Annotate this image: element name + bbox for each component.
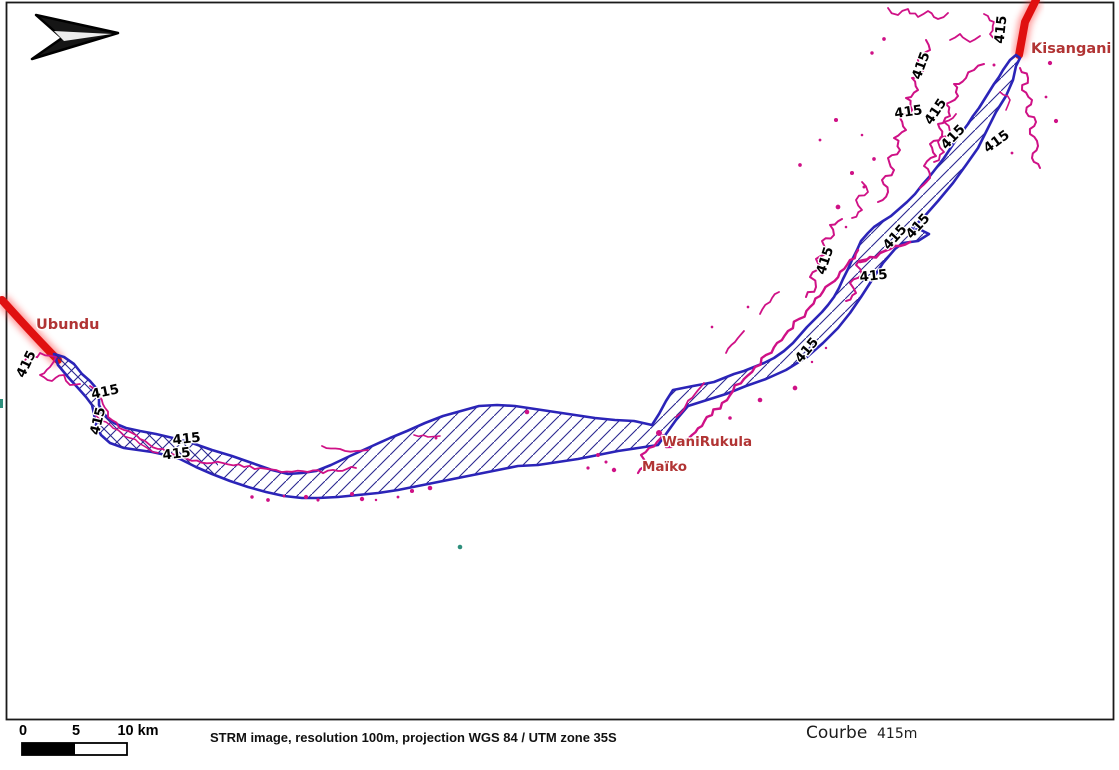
contour-line xyxy=(949,33,981,43)
legend-courbe-label: Courbe xyxy=(806,723,867,743)
contour-dot xyxy=(746,305,750,309)
contour-dot xyxy=(611,467,617,473)
city-label-kisangani: Kisangani xyxy=(1031,41,1111,57)
city-label-wanirukula: WaniRukula xyxy=(662,434,752,450)
contour-dot xyxy=(1010,151,1014,155)
road-line xyxy=(1015,0,1040,59)
contour-dot xyxy=(349,491,355,497)
north-arrow-notch xyxy=(54,31,112,41)
contour-line xyxy=(933,113,957,163)
contour-label: 415 xyxy=(859,267,889,286)
contour-label: 415 xyxy=(893,102,923,122)
contour-dot xyxy=(427,485,433,491)
contour-line xyxy=(413,434,441,438)
contour-dot xyxy=(870,51,874,55)
contour-dot xyxy=(316,498,320,502)
contour-dot xyxy=(728,416,732,420)
contour-dot xyxy=(359,496,365,502)
contour-line xyxy=(983,13,1001,43)
map-frame xyxy=(5,1,1115,721)
contour-line xyxy=(759,291,780,315)
contour-dot xyxy=(434,436,438,440)
contour-line xyxy=(851,181,869,219)
contour-lines-layer xyxy=(23,7,1059,502)
contour-dot xyxy=(710,325,714,329)
contour-line xyxy=(1019,67,1041,169)
contour-label: 415 xyxy=(162,445,192,464)
contour-dot xyxy=(872,157,876,161)
north-arrow-icon xyxy=(30,13,120,61)
contour-line xyxy=(89,385,357,475)
contour-dot xyxy=(849,170,855,176)
contour-dot xyxy=(818,138,822,142)
contour-dot xyxy=(862,185,866,189)
scale-tick-10km: 10 km xyxy=(117,723,158,739)
contour-label: 415 xyxy=(992,15,1011,45)
road-kisangani xyxy=(1012,0,1042,59)
contour-line xyxy=(636,433,665,475)
contour-dot xyxy=(524,409,530,415)
contour-dot xyxy=(810,360,814,364)
contour-dot xyxy=(396,495,400,499)
contour-dot xyxy=(586,466,590,470)
contour-dot xyxy=(656,430,662,436)
contour-dot xyxy=(1047,60,1053,66)
contour-dot xyxy=(844,225,848,229)
scale-bar-filled-segment xyxy=(22,743,75,755)
city-label-ubundu: Ubundu xyxy=(36,317,100,333)
contour-dot xyxy=(303,494,309,500)
contour-label: 415 xyxy=(172,430,202,449)
contour-dot xyxy=(604,460,608,464)
contour-dot xyxy=(1053,118,1059,124)
contour-dot xyxy=(860,133,864,137)
contour-line xyxy=(999,91,1011,111)
map-caption: STRM image, resolution 100m, projection … xyxy=(210,730,617,745)
contour-dot xyxy=(409,488,415,494)
teal-mark-dot xyxy=(457,544,463,550)
contour-line xyxy=(845,258,869,302)
contour-line xyxy=(675,382,705,418)
teal-mark-left-edge xyxy=(0,399,3,408)
city-label-maiko: Maïko xyxy=(642,459,687,475)
contour-dot xyxy=(698,438,702,442)
contour-line xyxy=(664,248,860,449)
contour-dot xyxy=(835,204,841,210)
contour-line xyxy=(23,352,81,386)
contour-line xyxy=(805,218,843,298)
contour-dot xyxy=(596,453,600,457)
contour-dot xyxy=(374,498,378,502)
contour-dot xyxy=(824,346,828,350)
contour-line xyxy=(725,330,745,354)
contour-dot xyxy=(792,385,798,391)
contour-line xyxy=(919,63,985,189)
legend-courbe-value: 415m xyxy=(877,726,917,742)
contour-dot xyxy=(992,63,996,67)
contour-dot xyxy=(757,397,763,403)
scale-tick-0: 0 xyxy=(19,723,27,739)
scale-tick-5: 5 xyxy=(72,723,80,739)
contour-dot xyxy=(798,163,802,167)
contour-dot xyxy=(882,37,886,41)
contour-line xyxy=(321,445,369,453)
contour-dot xyxy=(250,495,254,499)
contour-dot xyxy=(266,498,270,502)
road-line xyxy=(0,296,62,364)
contour-dot xyxy=(1044,95,1048,99)
contour-line xyxy=(887,7,949,20)
contour-line xyxy=(93,413,159,454)
contour-dot xyxy=(833,117,839,123)
contour-line xyxy=(877,39,931,203)
contour-dot xyxy=(282,494,286,498)
scale-bar: 0 5 10 km xyxy=(19,723,159,756)
